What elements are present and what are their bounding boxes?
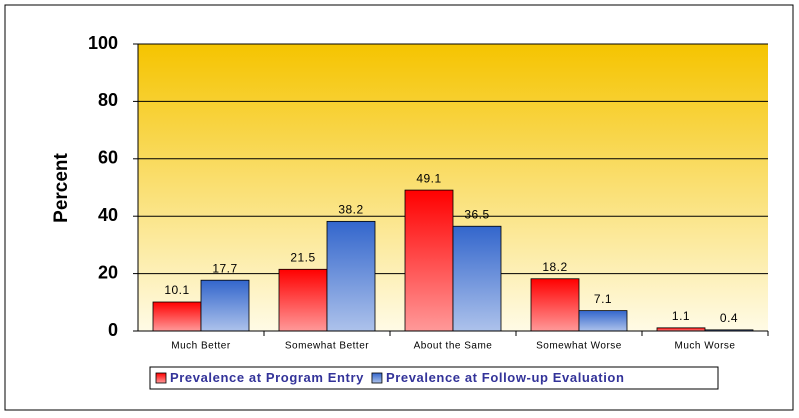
bar [326, 220, 376, 332]
data-label: 38.2 [338, 203, 363, 217]
x-tick-label: Much Worse [675, 341, 736, 352]
data-label: 1.1 [672, 309, 690, 323]
bar [404, 189, 454, 332]
x-tick-label: About the Same [414, 341, 493, 352]
bar [200, 279, 250, 332]
bar [278, 268, 328, 332]
y-tick-label: 100 [88, 33, 118, 53]
bar [152, 301, 202, 332]
y-tick-label: 0 [108, 320, 118, 340]
data-label: 18.2 [542, 260, 567, 274]
x-tick-label: Somewhat Better [285, 341, 369, 352]
y-tick-label: 40 [98, 205, 118, 225]
bar [452, 225, 502, 332]
data-label: 36.5 [464, 207, 489, 221]
data-label: 21.5 [290, 250, 315, 264]
legend-swatch [371, 372, 383, 384]
legend-swatch [155, 372, 167, 384]
x-tick-label: Somewhat Worse [536, 341, 622, 352]
bar [578, 310, 628, 332]
y-tick-label: 80 [98, 90, 118, 110]
y-tick-label: 60 [98, 148, 118, 168]
legend-box [149, 366, 719, 390]
data-label: 49.1 [416, 171, 441, 185]
data-label: 7.1 [594, 292, 612, 306]
y-axis-label: Percent [51, 152, 72, 222]
bar [530, 278, 580, 332]
y-tick-label: 20 [98, 262, 118, 282]
data-label: 10.1 [164, 283, 189, 297]
legend-label: Prevalence at Program Entry [170, 370, 364, 385]
data-label: 17.7 [212, 261, 237, 275]
x-tick-label: Much Better [171, 341, 231, 352]
data-label: 0.4 [720, 311, 738, 325]
legend-label: Prevalence at Follow-up Evaluation [386, 370, 625, 385]
